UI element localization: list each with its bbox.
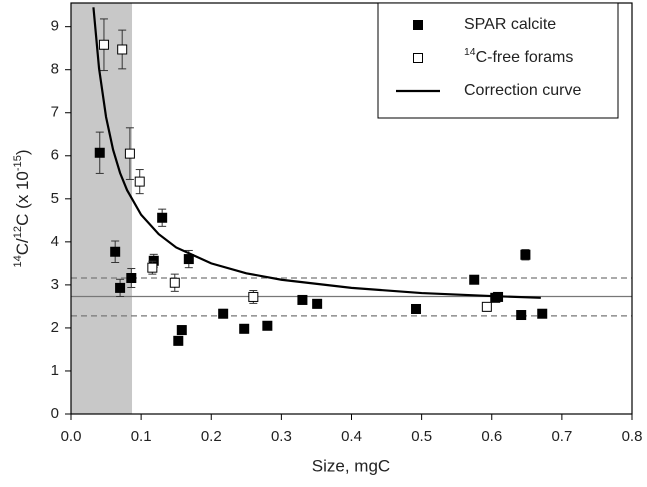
y-axis-label-part: 14: [12, 255, 24, 267]
point: [110, 246, 121, 257]
x-tick-label: 0.5: [411, 428, 432, 445]
legend-label-part: C-free forams: [476, 49, 574, 66]
x-axis-label: Size, mgC: [312, 456, 390, 475]
y-tick-label: 3: [51, 276, 59, 293]
point: [173, 335, 184, 346]
point: [98, 39, 109, 50]
point: [239, 323, 250, 334]
point: [134, 176, 145, 187]
legend-label-part: SPAR calcite: [464, 16, 556, 33]
x-tick-label: 0.0: [61, 428, 82, 445]
point: [297, 294, 308, 305]
point: [411, 303, 422, 314]
y-tick-label: 0: [51, 405, 59, 422]
y-axis-label: 14C/12C (x 10-15): [12, 149, 33, 267]
x-tick-label: 0.2: [201, 428, 222, 445]
x-tick-label: 0.1: [131, 428, 152, 445]
point: [469, 274, 480, 285]
x-tick-label: 0.8: [622, 428, 643, 445]
point: [248, 291, 259, 302]
point: [117, 44, 128, 55]
y-tick-label: 5: [51, 190, 59, 207]
point: [126, 273, 137, 284]
plot-frame: [70, 2, 633, 415]
x-tick-label: 0.3: [271, 428, 292, 445]
curve: [92, 7, 541, 299]
point: [147, 262, 158, 273]
point: [218, 308, 229, 319]
y-axis-label-part: C (x 10: [13, 171, 32, 226]
y-axis-label-part: 12: [12, 226, 24, 238]
point: [312, 298, 323, 309]
point: [481, 301, 492, 312]
y-axis-label-part: ): [13, 149, 32, 155]
legend-label: SPAR calcite: [464, 16, 556, 33]
legend-label-part: Correction curve: [464, 82, 581, 99]
point: [520, 249, 531, 260]
y-tick-label: 6: [51, 147, 59, 164]
point: [176, 325, 187, 336]
point: [183, 254, 194, 265]
y-tick-label: 1: [51, 362, 59, 379]
point: [169, 277, 180, 288]
y-tick-label: 7: [51, 104, 59, 121]
y-axis-label-part: -15: [12, 155, 24, 171]
point: [157, 212, 168, 223]
legend-swatch: [413, 53, 423, 63]
point: [115, 282, 126, 293]
x-tick-label: 0.7: [551, 428, 572, 445]
point: [516, 310, 527, 321]
point: [94, 147, 105, 158]
y-tick-label: 2: [51, 319, 59, 336]
legend-label-part: 14: [464, 47, 476, 58]
y-tick-label: 8: [51, 61, 59, 78]
legend-label: 14C-free forams: [464, 47, 573, 66]
x-tick-label: 0.6: [481, 428, 502, 445]
point: [124, 148, 135, 159]
point: [262, 320, 273, 331]
legend-swatch: [413, 20, 423, 30]
shaded-region: [71, 3, 133, 414]
y-tick-label: 9: [51, 18, 59, 35]
y-tick-label: 4: [51, 233, 59, 250]
point: [537, 308, 548, 319]
y-axis-label-part: C/: [13, 238, 32, 255]
x-tick-label: 0.4: [341, 428, 362, 445]
legend-label: Correction curve: [464, 82, 581, 99]
